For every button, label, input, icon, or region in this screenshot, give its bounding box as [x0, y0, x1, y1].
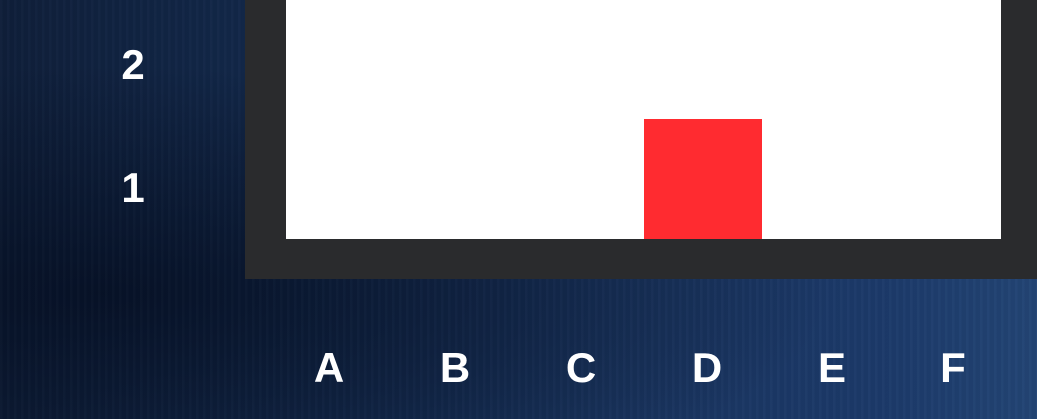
- game-board[interactable]: [286, 0, 1001, 239]
- column-label-c: C: [565, 344, 597, 391]
- column-label-e: E: [817, 344, 846, 391]
- column-label-d: D: [691, 344, 723, 391]
- piece-d1[interactable]: [644, 119, 762, 239]
- column-label-b: B: [439, 344, 471, 391]
- row-label-1: 1: [121, 164, 145, 211]
- board-frame: [245, 0, 1037, 279]
- column-label-f: F: [940, 344, 966, 391]
- column-label-a: A: [313, 344, 345, 391]
- row-label-2: 2: [121, 41, 145, 88]
